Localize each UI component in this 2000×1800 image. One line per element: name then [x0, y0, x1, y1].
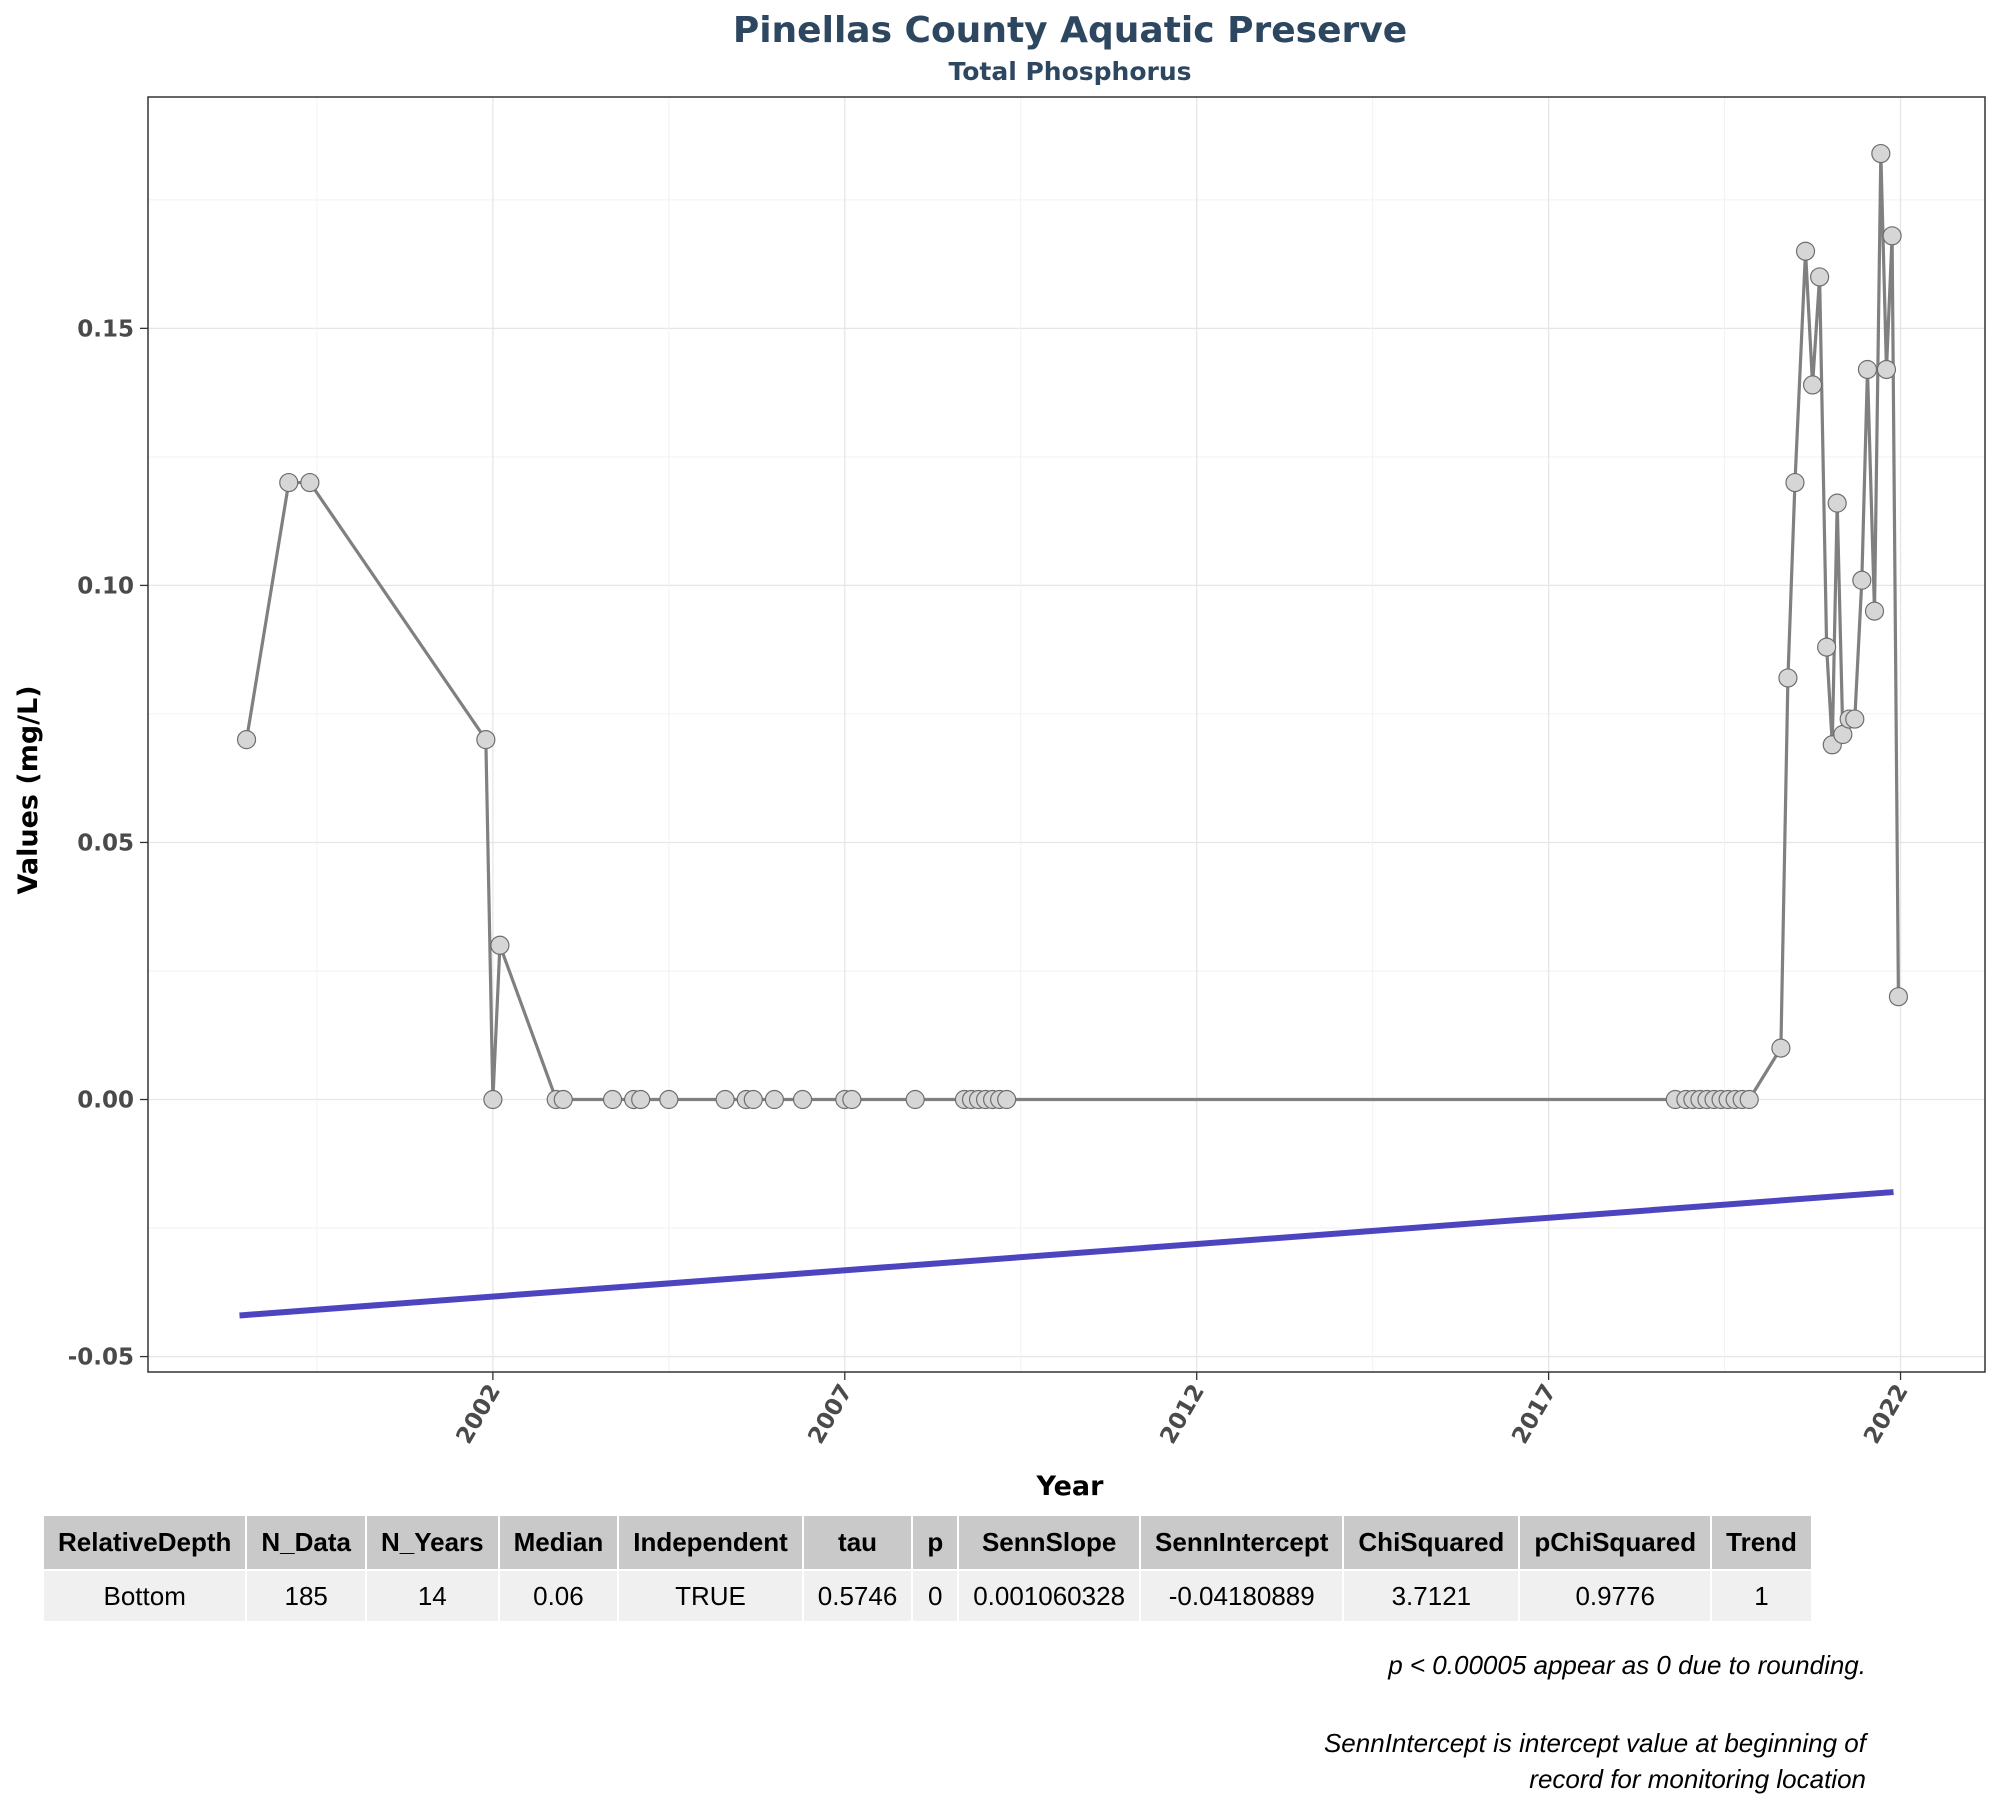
y-tick-label: 0.15	[77, 316, 134, 342]
data-point	[1845, 709, 1865, 729]
series	[236, 143, 1909, 1319]
intercept-note: SennIntercept is intercept value at begi…	[1166, 1725, 1866, 1797]
table-cell: -0.04180889	[1140, 1569, 1345, 1621]
table-cell: TRUE	[618, 1569, 804, 1621]
table-header-cell: N_Years	[365, 1516, 500, 1570]
table-header-cell: Trend	[1711, 1516, 1813, 1570]
x-tick-label: 2017	[1507, 1380, 1562, 1448]
x-tick-label: 2007	[803, 1380, 858, 1448]
data-point	[659, 1089, 679, 1110]
data-point	[1852, 570, 1872, 590]
data-point	[1876, 359, 1897, 380]
data-point	[1871, 143, 1891, 164]
table-cell: Bottom	[44, 1569, 248, 1621]
table-cell: 0.06	[498, 1569, 620, 1621]
table-row: Bottom 185 14 0.06 TRUE 0.5746 0 0.001060328 -0.…	[44, 1569, 1813, 1621]
data-point	[905, 1089, 925, 1110]
table-header-cell: Independent	[618, 1516, 804, 1570]
data-point	[792, 1089, 813, 1110]
data-point	[764, 1089, 785, 1110]
table-header-cell: pChiSquared	[1519, 1516, 1713, 1570]
data-point	[1864, 601, 1885, 621]
data-point	[1857, 359, 1878, 380]
x-tick-label: 2012	[1155, 1380, 1210, 1448]
table-cell: 0.5746	[802, 1569, 914, 1621]
data-point	[279, 472, 299, 493]
data-point	[1888, 987, 1909, 1007]
table-header-cell: Median	[498, 1516, 620, 1570]
y-axis-title: Values (mg/L)	[13, 685, 44, 894]
chart-title: Pinellas County Aquatic Preserve	[733, 10, 1407, 51]
intercept-note-line-1: SennIntercept is intercept value at begi…	[1323, 1728, 1866, 1758]
table-header-cell: N_Data	[246, 1516, 367, 1570]
table-cell: 185	[246, 1569, 367, 1621]
table-header-cell: RelativeDepth	[44, 1516, 248, 1570]
data-point	[997, 1089, 1017, 1110]
data-point	[715, 1089, 735, 1110]
chart-subtitle: Total Phosphorus	[948, 57, 1191, 86]
data-point	[1778, 668, 1798, 688]
data-point	[490, 935, 510, 955]
y-axis-ticks: -0.05 0.00 0.05 0.10 0.15	[68, 316, 148, 1371]
data-point	[602, 1089, 623, 1110]
intercept-note-line-2: record for monitoring location	[1529, 1764, 1866, 1794]
table-cell: 0	[912, 1569, 960, 1621]
data-point	[483, 1089, 503, 1110]
data-point	[300, 472, 320, 493]
trend-line	[239, 1189, 1894, 1319]
x-axis-title: Year	[1036, 1471, 1105, 1500]
x-tick-label: 2022	[1859, 1380, 1914, 1448]
table-header-cell: p	[912, 1516, 960, 1570]
data-point	[743, 1089, 763, 1110]
table-header-cell: SennIntercept	[1140, 1516, 1345, 1570]
chart: Pinellas County Aquatic Preserve Total P…	[13, 10, 1986, 1500]
table-cell: 0.001060328	[958, 1569, 1142, 1621]
y-tick-label: -0.05	[68, 1345, 134, 1371]
data-point	[476, 730, 496, 750]
data-point	[236, 730, 257, 750]
data-point	[1809, 267, 1830, 287]
table-header-cell: SennSlope	[958, 1516, 1142, 1570]
y-tick-label: 0.00	[77, 1088, 134, 1114]
stats-table-body: Bottom 185 14 0.06 TRUE 0.5746 0 0.001060328 -0.…	[44, 1569, 1813, 1621]
data-point	[631, 1089, 651, 1110]
y-tick-label: 0.05	[77, 830, 134, 856]
table-header-cell: ChiSquared	[1343, 1516, 1521, 1570]
x-axis-ticks: 2002 2007 2012 2017 2022	[452, 1372, 1914, 1448]
stats-table: RelativeDepth N_Data N_Years Median Independ…	[44, 1516, 1813, 1621]
table-cell: 1	[1711, 1569, 1813, 1621]
data-point	[1795, 241, 1816, 261]
data-point	[1739, 1089, 1759, 1110]
y-tick-label: 0.10	[77, 573, 134, 599]
data-point	[1817, 637, 1837, 657]
data-point	[1882, 226, 1902, 246]
table-header-cell: tau	[802, 1516, 914, 1570]
table-cell: 14	[365, 1569, 500, 1621]
table-cell: 3.7121	[1343, 1569, 1521, 1621]
observation-line	[244, 151, 1901, 1102]
data-point	[842, 1089, 862, 1110]
x-tick-label: 2002	[452, 1380, 507, 1448]
data-point	[1771, 1038, 1791, 1058]
grid	[148, 97, 1985, 1372]
table-cell: 0.9776	[1519, 1569, 1713, 1621]
data-point	[1827, 493, 1847, 513]
data-point	[1785, 472, 1805, 493]
rounding-note: p < 0.00005 appear as 0 due to rounding.	[1388, 1650, 1866, 1680]
stats-table-header: RelativeDepth N_Data N_Years Median Independ…	[44, 1516, 1813, 1570]
data-point	[1802, 375, 1823, 395]
data-point	[553, 1089, 573, 1110]
plot-border	[147, 96, 1986, 1373]
